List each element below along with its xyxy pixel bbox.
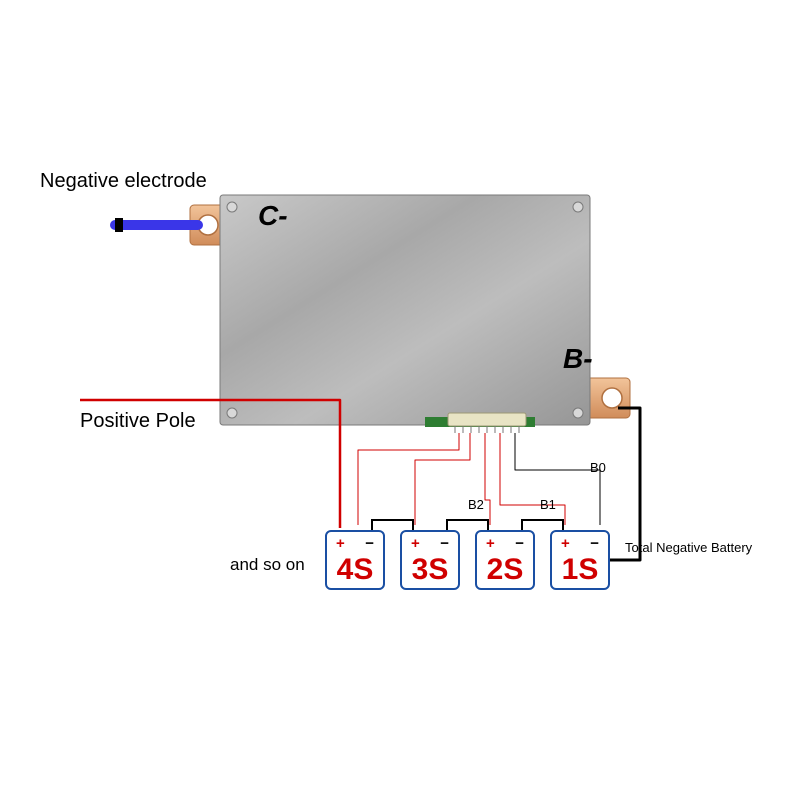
plus-icon: + bbox=[411, 535, 420, 552]
b1-label: B1 bbox=[540, 497, 556, 512]
plus-icon: + bbox=[561, 535, 570, 552]
b-minus-label: B- bbox=[563, 343, 593, 375]
pos-pole-label: Positive Pole bbox=[80, 410, 196, 433]
cell-label: 2S bbox=[477, 555, 533, 585]
total-neg-label: Total Negative Battery bbox=[625, 540, 752, 555]
neg-electrode-label: Negative electrode bbox=[40, 170, 207, 193]
cell-4s: + − 4S bbox=[325, 530, 385, 590]
minus-icon: − bbox=[365, 535, 374, 552]
cell-label: 3S bbox=[402, 555, 458, 585]
plus-icon: + bbox=[336, 535, 345, 552]
b0-label: B0 bbox=[590, 460, 606, 475]
minus-icon: − bbox=[590, 535, 599, 552]
minus-icon: − bbox=[515, 535, 524, 552]
c-minus-tab bbox=[190, 205, 250, 245]
b2-label: B2 bbox=[468, 497, 484, 512]
cell-label: 4S bbox=[327, 555, 383, 585]
cell-label: 1S bbox=[552, 555, 608, 585]
cell-2s: + − 2S bbox=[475, 530, 535, 590]
cell-1s: + − 1S bbox=[550, 530, 610, 590]
c-minus-label: C- bbox=[258, 200, 288, 232]
b-minus-tab bbox=[570, 378, 630, 418]
bms-diagram bbox=[0, 0, 800, 800]
cell-series-links bbox=[372, 520, 563, 530]
and-so-on-label: and so on bbox=[230, 555, 305, 575]
neg-electrode-wire bbox=[115, 218, 198, 232]
plus-icon: + bbox=[486, 535, 495, 552]
cell-3s: + − 3S bbox=[400, 530, 460, 590]
minus-icon: − bbox=[440, 535, 449, 552]
